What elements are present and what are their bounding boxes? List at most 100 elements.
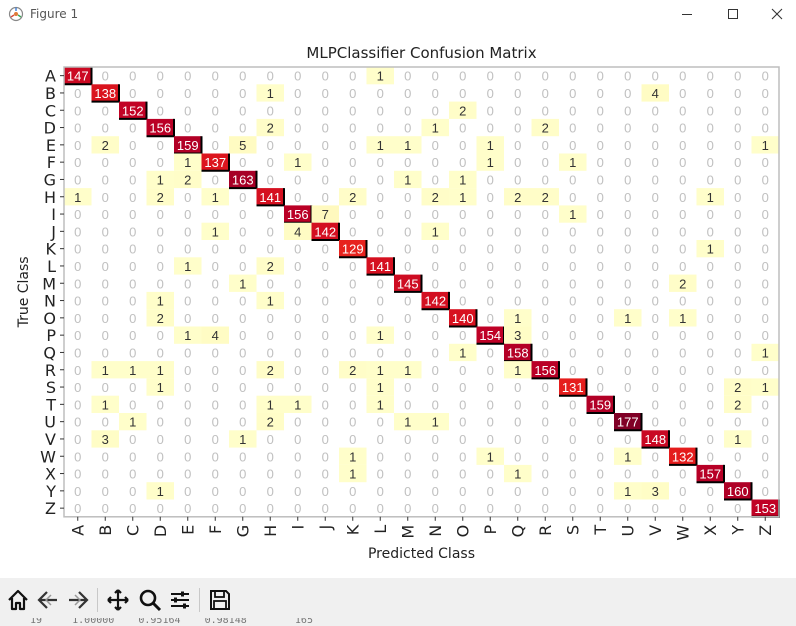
cell-value-label: 0: [432, 484, 439, 499]
cell-value-label: 0: [404, 328, 411, 343]
cell-value-label: 1: [157, 484, 164, 499]
heatmap-cell: [174, 257, 202, 275]
home-button[interactable]: [4, 586, 32, 614]
cell-value-label: 1: [157, 380, 164, 395]
heatmap-cell: [366, 136, 394, 154]
cell-value-label: 0: [432, 242, 439, 257]
cell-value-label: 157: [699, 467, 721, 482]
cell-value-label: 0: [652, 138, 659, 153]
home-icon: [8, 589, 28, 611]
cell-value-label: 0: [734, 86, 741, 101]
cell-value-label: 2: [542, 190, 549, 205]
pan-button[interactable]: [104, 586, 132, 614]
cell-value-label: 0: [679, 345, 686, 360]
cell-value-label: 0: [102, 294, 109, 309]
cell-value-label: 0: [597, 345, 604, 360]
cell-value-label: 0: [294, 345, 301, 360]
cell-value-label: 2: [432, 190, 439, 205]
cell-value-label: 5: [239, 138, 246, 153]
y-tick-label: A: [45, 67, 56, 86]
cell-value-label: 0: [294, 501, 301, 516]
heatmap-cell: [449, 170, 477, 189]
x-tick-label: S: [564, 525, 583, 535]
zoom-button[interactable]: [136, 586, 164, 614]
cell-value-label: 0: [212, 415, 219, 430]
save-button[interactable]: [206, 586, 234, 614]
cell-value-label: 0: [184, 345, 191, 360]
cell-value-label: 0: [349, 103, 356, 118]
cell-value-label: 0: [404, 259, 411, 274]
cell-value-label: 0: [762, 224, 769, 239]
heatmap-cell: [504, 464, 532, 483]
cell-value-label: 0: [569, 121, 576, 136]
heatmap-cell: [531, 188, 559, 206]
cell-value-label: 0: [459, 86, 466, 101]
toolbar-separator: [199, 588, 200, 612]
cell-value-label: 0: [74, 484, 81, 499]
heatmap-cell: [256, 257, 284, 275]
cell-value-label: 0: [349, 172, 356, 187]
y-tick-label: B: [45, 84, 56, 103]
cell-value-label: 142: [314, 224, 336, 239]
cell-value-label: 0: [624, 345, 631, 360]
cell-value-label: 0: [734, 155, 741, 170]
heatmap-cell: [696, 240, 724, 258]
cell-value-label: 0: [679, 121, 686, 136]
cell-value-label: 1: [239, 276, 246, 291]
heatmap-cell: [504, 361, 532, 379]
cell-value-label: 1: [487, 155, 494, 170]
cell-value-label: 0: [239, 397, 246, 412]
cell-value-label: 2: [184, 172, 191, 187]
cell-value-label: 0: [542, 138, 549, 153]
cell-value-label: 0: [404, 501, 411, 516]
cell-value-label: 0: [542, 380, 549, 395]
cell-value-label: 0: [569, 345, 576, 360]
cell-value-label: 0: [157, 259, 164, 274]
cell-value-label: 1: [514, 467, 521, 482]
heatmap-cell: [421, 291, 449, 310]
cell-value-label: 1: [404, 172, 411, 187]
cell-value-label: 0: [734, 467, 741, 482]
cell-value-label: 0: [432, 380, 439, 395]
cell-value-label: 0: [652, 380, 659, 395]
cell-value-label: 156: [534, 363, 556, 378]
heatmap-cell: [64, 67, 92, 85]
cell-value-label: 0: [679, 224, 686, 239]
y-tick-label: N: [44, 292, 56, 311]
x-tick-label: V: [646, 525, 665, 536]
x-tick-label: I: [289, 525, 308, 530]
cell-value-label: 0: [294, 242, 301, 257]
cell-value-label: 0: [734, 328, 741, 343]
cell-value-label: 0: [212, 501, 219, 516]
cell-value-label: 2: [349, 363, 356, 378]
cell-value-label: 0: [322, 449, 329, 464]
cell-value-label: 0: [432, 363, 439, 378]
cell-value-label: 1: [184, 259, 191, 274]
back-button[interactable]: [34, 586, 62, 614]
cell-value-label: 0: [597, 380, 604, 395]
cell-value-label: 0: [129, 345, 136, 360]
maximize-button[interactable]: [710, 0, 756, 28]
cell-value-label: 0: [212, 103, 219, 118]
cell-value-label: 0: [377, 224, 384, 239]
cell-value-label: 0: [322, 397, 329, 412]
cell-value-label: 0: [267, 432, 274, 447]
cell-value-label: 0: [102, 207, 109, 222]
cell-value-label: 0: [569, 138, 576, 153]
cell-value-label: 1: [404, 415, 411, 430]
cell-value-label: 0: [762, 103, 769, 118]
cell-value-label: 0: [762, 121, 769, 136]
console-output-strip: 19 1.00000 0.95164 0.98148 165: [0, 618, 796, 626]
cell-value-label: 0: [514, 276, 521, 291]
cell-value-label: 0: [487, 86, 494, 101]
configure-subplots-button[interactable]: [166, 586, 194, 614]
close-button[interactable]: [754, 0, 796, 28]
figure-app-icon: [8, 6, 24, 22]
forward-button[interactable]: [64, 586, 92, 614]
minimize-button[interactable]: [664, 0, 710, 28]
cell-value-label: 0: [432, 397, 439, 412]
cell-value-label: 177: [617, 415, 639, 430]
cell-value-label: 0: [762, 69, 769, 84]
cell-value-label: 0: [267, 207, 274, 222]
heatmap-cell: [476, 447, 504, 465]
